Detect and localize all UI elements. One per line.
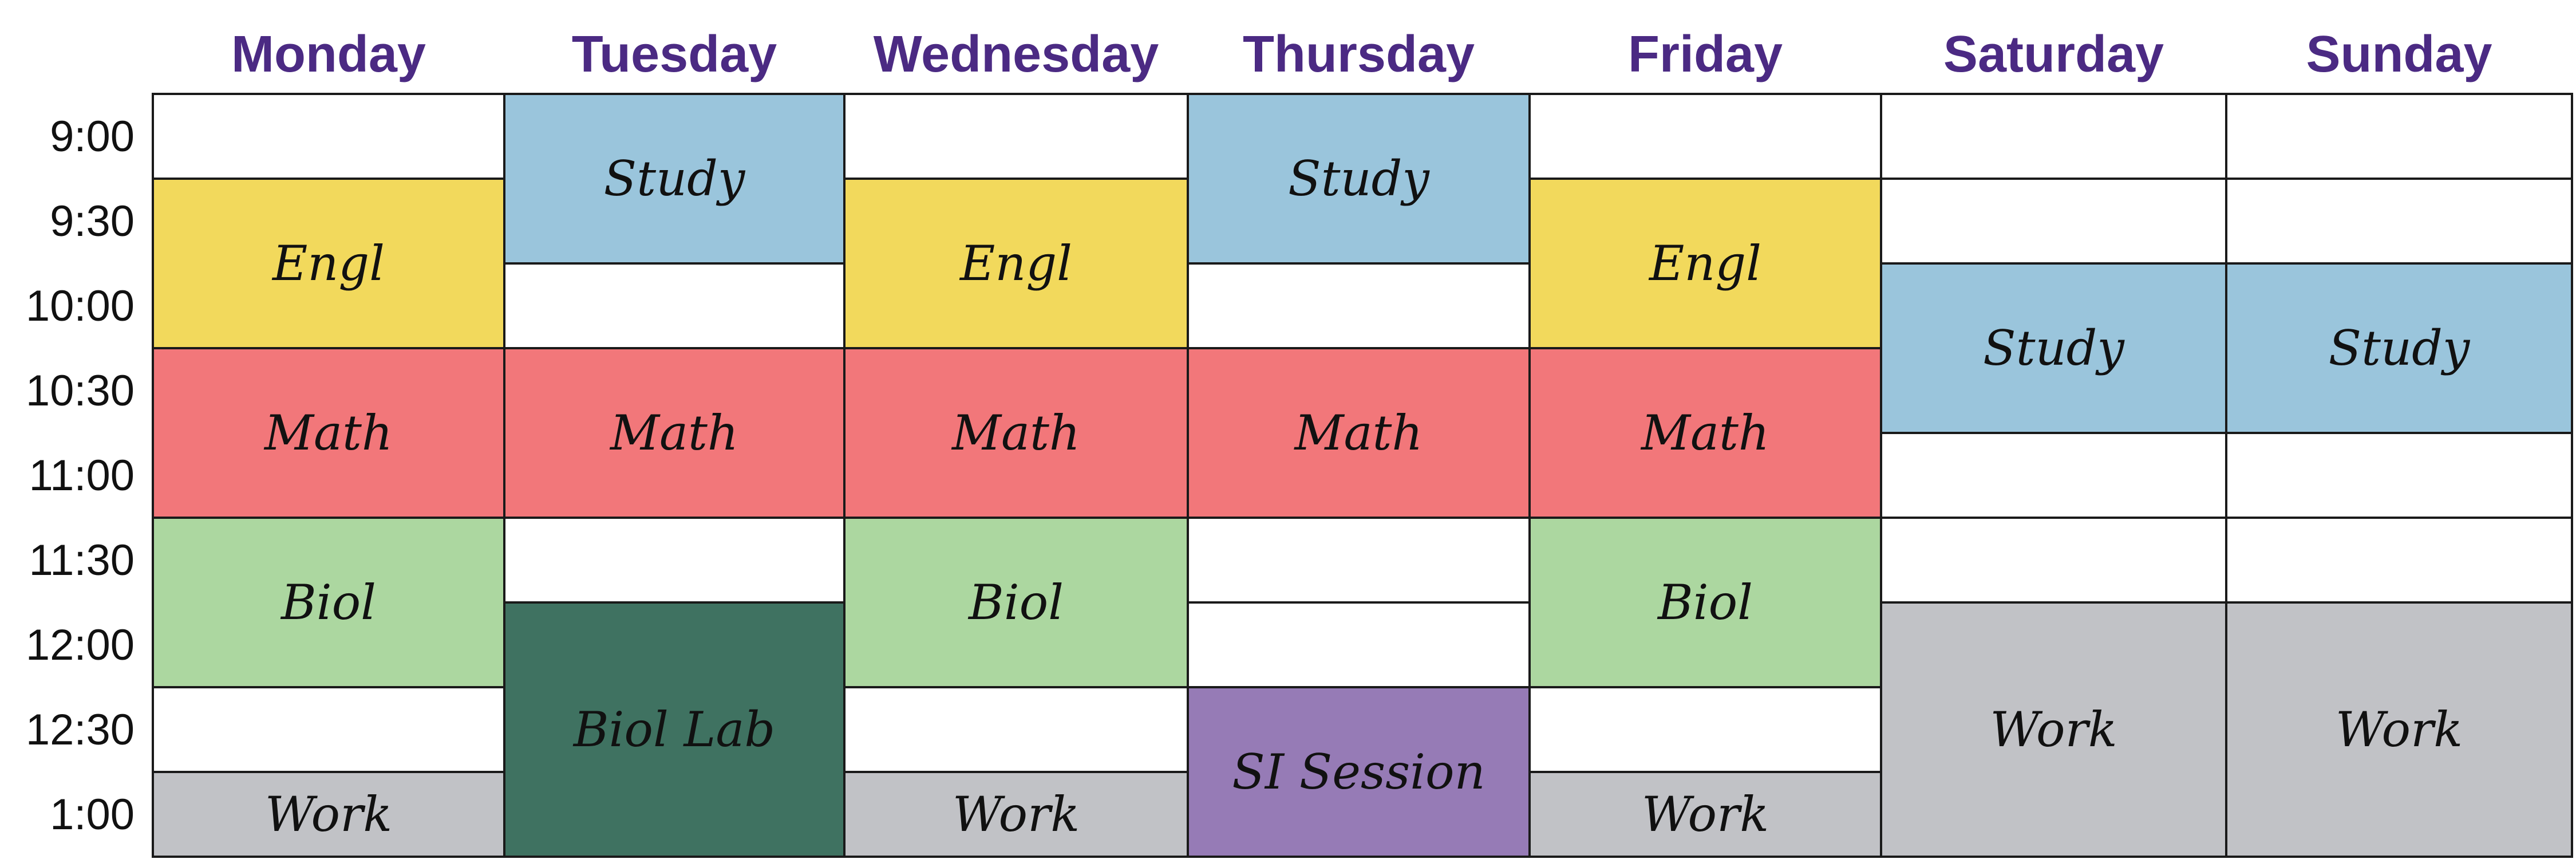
empty-slot xyxy=(1187,517,1531,604)
empty-slot xyxy=(152,686,505,773)
class-block: Biol xyxy=(1528,517,1882,688)
empty-slot xyxy=(1187,262,1531,349)
empty-slot xyxy=(1187,601,1531,688)
class-block: Study xyxy=(503,93,846,265)
empty-slot xyxy=(1880,432,2227,519)
class-block: Work xyxy=(2225,601,2573,858)
empty-slot xyxy=(1528,686,1882,773)
class-block: Math xyxy=(152,347,505,519)
empty-slot xyxy=(1528,93,1882,180)
empty-slot xyxy=(1880,517,2227,604)
empty-slot xyxy=(503,262,846,349)
empty-slot xyxy=(843,93,1189,180)
class-block: Biol Lab xyxy=(503,601,846,858)
class-block: Study xyxy=(1880,262,2227,434)
empty-slot xyxy=(2225,178,2573,265)
empty-slot xyxy=(1880,178,2227,265)
time-label: 12:00 xyxy=(25,620,135,669)
empty-slot xyxy=(152,93,505,180)
day-header: Friday xyxy=(1627,25,1783,83)
class-block: Engl xyxy=(1528,178,1882,349)
time-label: 10:00 xyxy=(25,281,135,330)
day-header: Tuesday xyxy=(571,25,777,83)
class-block: Math xyxy=(843,347,1189,519)
time-label: 11:00 xyxy=(29,451,135,500)
class-block: Biol xyxy=(843,517,1189,688)
empty-slot xyxy=(843,686,1189,773)
time-label: 1:00 xyxy=(50,790,135,839)
empty-slot xyxy=(2225,517,2573,604)
day-header: Saturday xyxy=(1943,25,2164,83)
class-block: Work xyxy=(843,771,1189,858)
empty-slot xyxy=(2225,93,2573,180)
class-block: Math xyxy=(1187,347,1531,519)
class-block: Work xyxy=(1880,601,2227,858)
class-block: Study xyxy=(2225,262,2573,434)
day-header: Thursday xyxy=(1242,25,1475,83)
class-block: Math xyxy=(1528,347,1882,519)
class-block: Engl xyxy=(843,178,1189,349)
time-label: 11:30 xyxy=(29,535,135,585)
class-block: Work xyxy=(152,771,505,858)
class-block: Math xyxy=(503,347,846,519)
class-block: Biol xyxy=(152,517,505,688)
time-label: 10:30 xyxy=(25,366,135,415)
class-block: Engl xyxy=(152,178,505,349)
empty-slot xyxy=(503,517,846,604)
day-header: Wednesday xyxy=(873,25,1159,83)
empty-slot xyxy=(1880,93,2227,180)
time-label: 12:30 xyxy=(25,705,135,754)
day-header: Sunday xyxy=(2306,25,2492,83)
time-label: 9:00 xyxy=(50,112,135,161)
time-label: 9:30 xyxy=(50,196,135,246)
class-block: Work xyxy=(1528,771,1882,858)
class-block: SI Session xyxy=(1187,686,1531,858)
day-header: Monday xyxy=(231,25,426,83)
class-block: Study xyxy=(1187,93,1531,265)
empty-slot xyxy=(2225,432,2573,519)
